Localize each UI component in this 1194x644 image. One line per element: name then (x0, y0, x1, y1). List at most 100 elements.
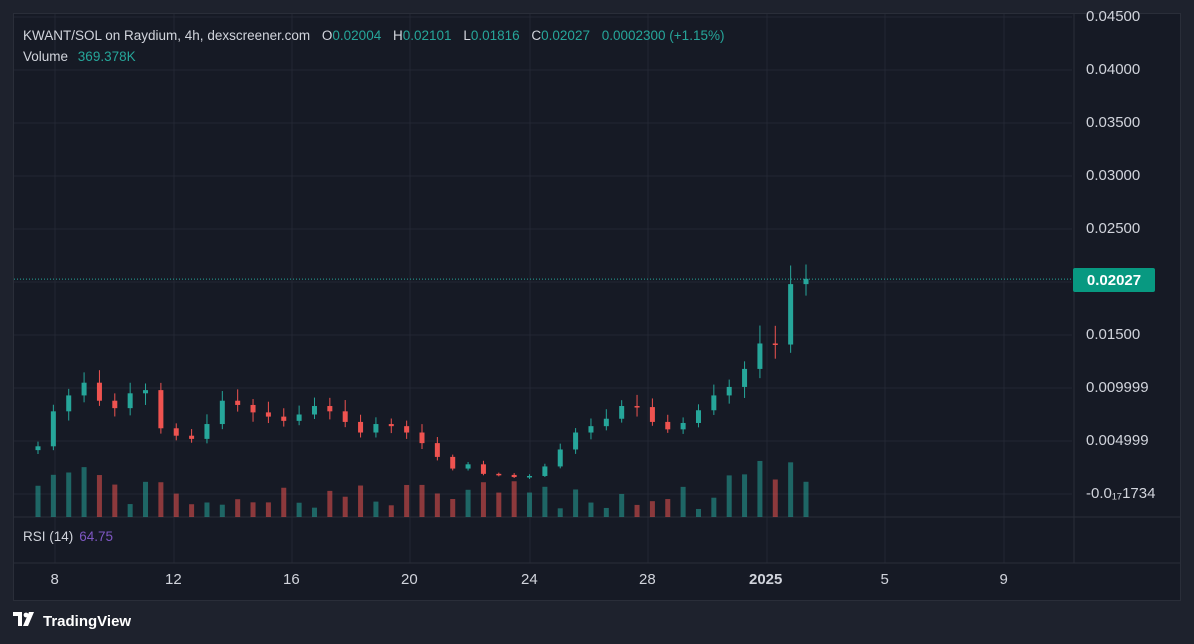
candle-body (404, 426, 410, 433)
candle-body (803, 278, 809, 285)
volume-bar (281, 487, 287, 517)
close-key: C (531, 28, 542, 43)
price-tick-label: 0.009999 (1086, 379, 1149, 396)
time-tick-label: 9 (999, 571, 1008, 588)
candle-body (527, 475, 533, 478)
volume-bar (296, 502, 302, 517)
volume-bar (450, 498, 456, 517)
volume-bar (465, 489, 471, 517)
volume-bar (311, 507, 317, 517)
price-tick-label: 0.004999 (1086, 432, 1149, 449)
price-tick-label: 0.04000 (1086, 61, 1141, 78)
volume-bar (496, 492, 502, 517)
time-tick-label: 12 (165, 571, 182, 588)
candle-body (619, 406, 625, 419)
candle-body (603, 418, 609, 427)
tradingview-brand[interactable]: TradingView (13, 612, 131, 630)
open-key: O (321, 28, 333, 43)
ohlc-legend: KWANT/SOL on Raydium, 4h, dexscreener.co… (23, 25, 724, 67)
low-value: 0.01816 (470, 28, 520, 43)
candle-body (373, 424, 379, 433)
volume-bar (143, 481, 149, 517)
close-value: 0.02027 (541, 28, 590, 43)
candle-body (66, 395, 72, 412)
candle-body (665, 421, 671, 430)
volume-bar (711, 497, 717, 517)
volume-bar (81, 467, 87, 517)
candle-body (112, 400, 118, 409)
candle-body (542, 466, 548, 476)
price-tick-label: 0.03500 (1086, 114, 1141, 131)
candle-body (726, 386, 732, 396)
candle-body (649, 407, 655, 422)
volume-bar (649, 501, 655, 517)
volume-bar (511, 481, 517, 517)
candle-body (450, 456, 456, 469)
price-tick-label: 0.02500 (1086, 220, 1141, 237)
price-tick-label: 0.01500 (1086, 326, 1141, 343)
candle-body (173, 428, 179, 436)
candle-body (634, 406, 640, 408)
volume-bar (404, 484, 410, 517)
volume-bar (542, 486, 548, 517)
volume-bar (803, 481, 809, 517)
candle-body (742, 368, 748, 387)
candle-body (50, 411, 56, 447)
candle-body (788, 284, 794, 345)
candle-body (127, 393, 133, 409)
candle-body (757, 343, 763, 369)
candle-body (204, 424, 210, 439)
volume-value: 369.378K (77, 49, 136, 64)
candle-body (311, 406, 317, 415)
volume-bar (235, 499, 241, 517)
volume-bar (250, 502, 256, 517)
time-tick-label: 20 (401, 571, 418, 588)
volume-bar (757, 460, 763, 517)
volume-bar (603, 507, 609, 517)
candle-body (265, 412, 271, 417)
candle-body (143, 390, 149, 394)
volume-bar (695, 508, 701, 517)
time-tick-label: 2025 (749, 571, 783, 588)
candle-body (480, 464, 486, 474)
candle-body (96, 382, 102, 401)
candle-body (296, 414, 302, 421)
candle-body (358, 421, 364, 433)
volume-bar (265, 502, 271, 517)
volume-bar (434, 493, 440, 517)
volume-bar (680, 486, 686, 517)
candle-body (388, 424, 394, 427)
candle-body (511, 474, 517, 478)
rsi-value: 64.75 (79, 529, 114, 544)
volume-key: Volume (23, 49, 69, 64)
candle-body (711, 395, 717, 411)
candle-body (281, 416, 287, 421)
volume-bar (96, 475, 102, 517)
volume-bar (772, 479, 778, 517)
legend-row-volume: Volume 369.378K (23, 46, 724, 67)
volume-bar (35, 485, 41, 517)
candle-body (158, 390, 164, 429)
candle-body (35, 446, 41, 451)
time-tick-label: 8 (50, 571, 59, 588)
open-value: 0.02004 (332, 28, 382, 43)
volume-bar (480, 482, 486, 517)
volume-bar (358, 485, 364, 517)
brand-label: TradingView (43, 612, 132, 630)
price-tick-label: 0.03000 (1086, 167, 1141, 184)
volume-bar (219, 504, 225, 517)
high-key: H (392, 28, 403, 43)
candle-body (235, 400, 241, 405)
candle-body (189, 435, 195, 439)
last-price-tag: 0.02027 (1073, 268, 1155, 292)
volume-bar (742, 474, 748, 517)
volume-bar (388, 505, 394, 517)
volume-bar (634, 504, 640, 517)
candle-body (465, 464, 471, 469)
volume-bar (588, 502, 594, 517)
tradingview-logo-icon (13, 612, 37, 630)
volume-bar (173, 493, 179, 517)
legend-row-price: KWANT/SOL on Raydium, 4h, dexscreener.co… (23, 25, 724, 46)
volume-bar (112, 484, 118, 517)
